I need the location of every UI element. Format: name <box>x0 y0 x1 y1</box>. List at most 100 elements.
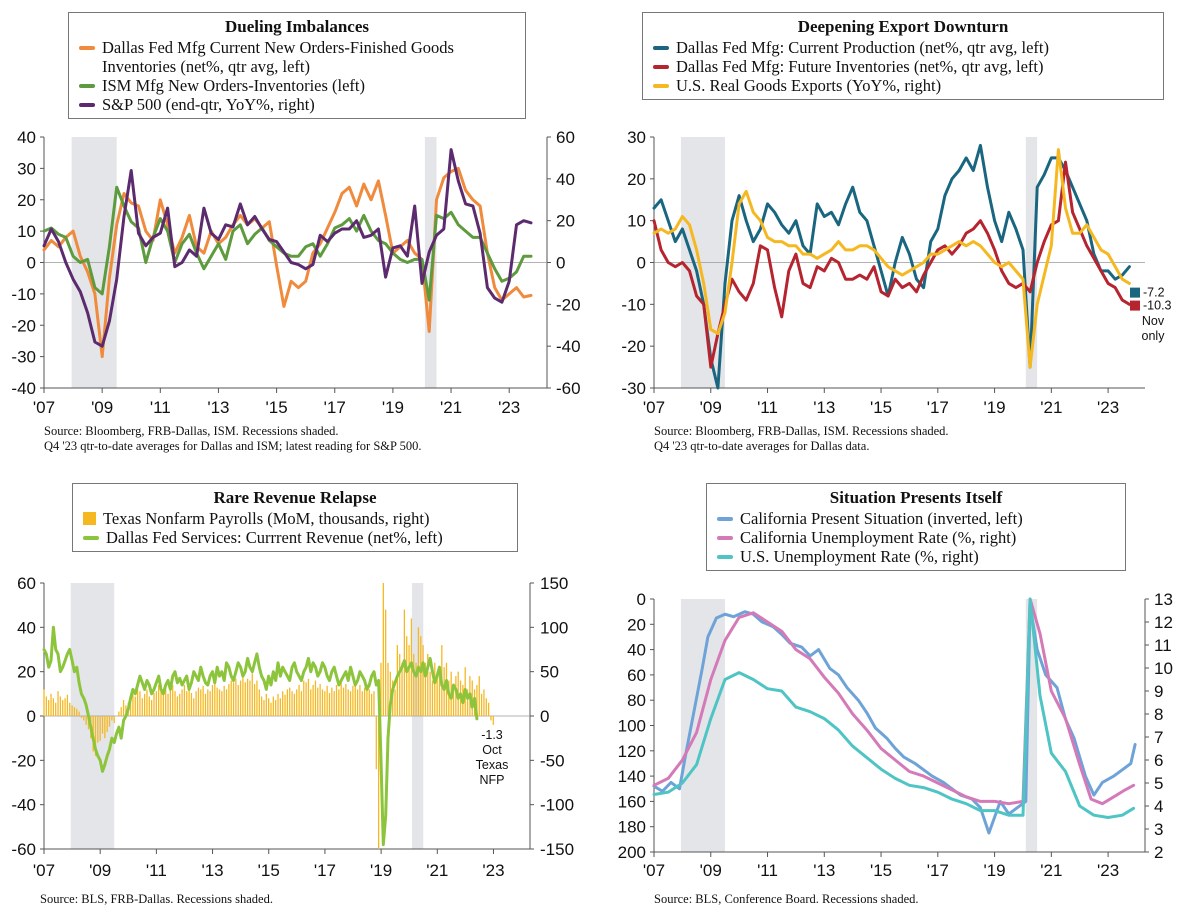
x-tick-label: '15 <box>258 861 280 880</box>
bar <box>429 671 431 716</box>
bar <box>120 707 122 716</box>
chart-title: Dueling Imbalances <box>224 17 370 36</box>
y-tick-label-left: -20 <box>621 337 646 356</box>
chart-deepening-export-downturn: 30 20 10 0 -10 -20 -30'07 '09 '11 '13 '15 '17 '19 '21… <box>621 128 1171 417</box>
bar <box>45 696 47 716</box>
end-value-label: -7.2 <box>1143 286 1165 300</box>
bar <box>380 662 382 716</box>
bar <box>492 716 494 725</box>
y-tick-label-right: 13 <box>1154 590 1173 609</box>
bar <box>141 698 143 716</box>
bar <box>151 700 153 716</box>
bar <box>349 691 352 716</box>
bar <box>424 662 427 716</box>
bar <box>324 691 326 716</box>
legend-label: Dallas Fed Services: Currrent Revenue (n… <box>106 528 443 547</box>
y-tick-label-right: 4 <box>1154 797 1163 816</box>
y-tick-label-left: 40 <box>17 618 36 637</box>
x-tick-label: '17 <box>927 398 949 417</box>
bar <box>387 662 389 716</box>
x-tick-label: '15 <box>266 398 288 417</box>
bar <box>155 691 157 716</box>
bar <box>366 684 368 716</box>
x-tick-label: '19 <box>983 861 1005 880</box>
bar <box>420 636 422 716</box>
bar <box>260 696 263 716</box>
legend-label: U.S. Unemployment Rate (%, right) <box>740 547 979 566</box>
bar <box>455 676 457 716</box>
x-tick-label: '13 <box>813 398 835 417</box>
bar <box>445 662 448 716</box>
x-tick-label: '19 <box>983 398 1005 417</box>
y-tick-label-left: 30 <box>627 128 646 147</box>
source-line: Source: Bloomberg, FRB-Dallas, ISM. Rece… <box>44 424 339 438</box>
bar <box>108 716 111 727</box>
y-tick-label-right: 7 <box>1154 728 1163 747</box>
x-tick-label: '23 <box>1097 398 1119 417</box>
y-tick-label-left: -30 <box>621 379 646 398</box>
y-tick-label-left: -20 <box>11 316 36 335</box>
legend-label: Texas Nonfarm Payrolls (MoM, thousands, … <box>103 509 430 528</box>
bar <box>129 698 132 716</box>
bar <box>347 689 349 716</box>
bar <box>314 680 317 716</box>
bar <box>122 700 125 716</box>
bar <box>76 708 78 716</box>
bar <box>394 689 396 716</box>
annotation-line: -1.3 <box>481 728 503 742</box>
y-tick-label-right: 20 <box>556 212 575 231</box>
y-tick-label-left: 80 <box>627 691 646 710</box>
legend-swatch <box>83 536 99 540</box>
y-tick-label-left: 40 <box>627 641 646 660</box>
y-tick-label-left: 20 <box>17 191 36 210</box>
x-tick-label: '13 <box>201 861 223 880</box>
y-tick-label-right: 6 <box>1154 751 1163 770</box>
x-tick-label: '07 <box>33 861 55 880</box>
y-tick-label-left: 180 <box>618 818 646 837</box>
legend-item: Dallas Fed Mfg: Future Inventories (net%… <box>653 57 1153 76</box>
y-tick-label-left: 140 <box>618 767 646 786</box>
y-tick-label-right: 150 <box>540 574 568 593</box>
bar <box>221 691 223 716</box>
bar <box>83 716 85 721</box>
bar <box>427 653 429 716</box>
bar <box>300 691 303 716</box>
bar <box>85 716 87 725</box>
annotation-line: only <box>1141 329 1165 343</box>
y-tick-label-left: 0 <box>27 254 36 273</box>
bar <box>172 684 174 716</box>
bar <box>277 693 279 716</box>
bar <box>148 696 150 716</box>
y-tick-label-right: 11 <box>1154 636 1172 655</box>
bar <box>55 702 57 716</box>
bar <box>331 687 333 716</box>
legend-item: Dallas Fed Mfg: Current Production (net%… <box>653 38 1153 57</box>
bar <box>188 689 190 716</box>
bar <box>218 689 221 716</box>
y-tick-label-left: -60 <box>11 840 36 859</box>
legend-item: California Present Situation (inverted, … <box>717 509 1115 528</box>
bar <box>382 583 384 716</box>
annotation-line: NFP <box>479 773 505 787</box>
bar <box>195 691 197 716</box>
bar <box>214 680 216 716</box>
bar <box>307 678 310 716</box>
bar <box>298 684 300 716</box>
legend-swatch <box>717 536 733 540</box>
bar <box>282 691 284 716</box>
bar <box>368 689 370 716</box>
source-line: Source: Bloomberg, FRB-Dallas, ISM. Rece… <box>654 424 949 438</box>
bar <box>354 682 356 716</box>
bar <box>293 693 296 716</box>
bar <box>356 689 359 716</box>
legend-label: Dallas Fed Mfg: Future Inventories (net%… <box>676 57 1044 76</box>
y-tick-label-left: 120 <box>618 742 646 761</box>
x-tick-label: '07 <box>33 398 55 417</box>
bar <box>132 693 134 716</box>
x-tick-label: '13 <box>813 861 835 880</box>
bar <box>256 680 258 716</box>
x-tick-label: '21 <box>440 398 462 417</box>
bar <box>375 716 377 770</box>
y-tick-label-left: 20 <box>17 663 36 682</box>
x-tick-label: '11 <box>146 861 167 880</box>
